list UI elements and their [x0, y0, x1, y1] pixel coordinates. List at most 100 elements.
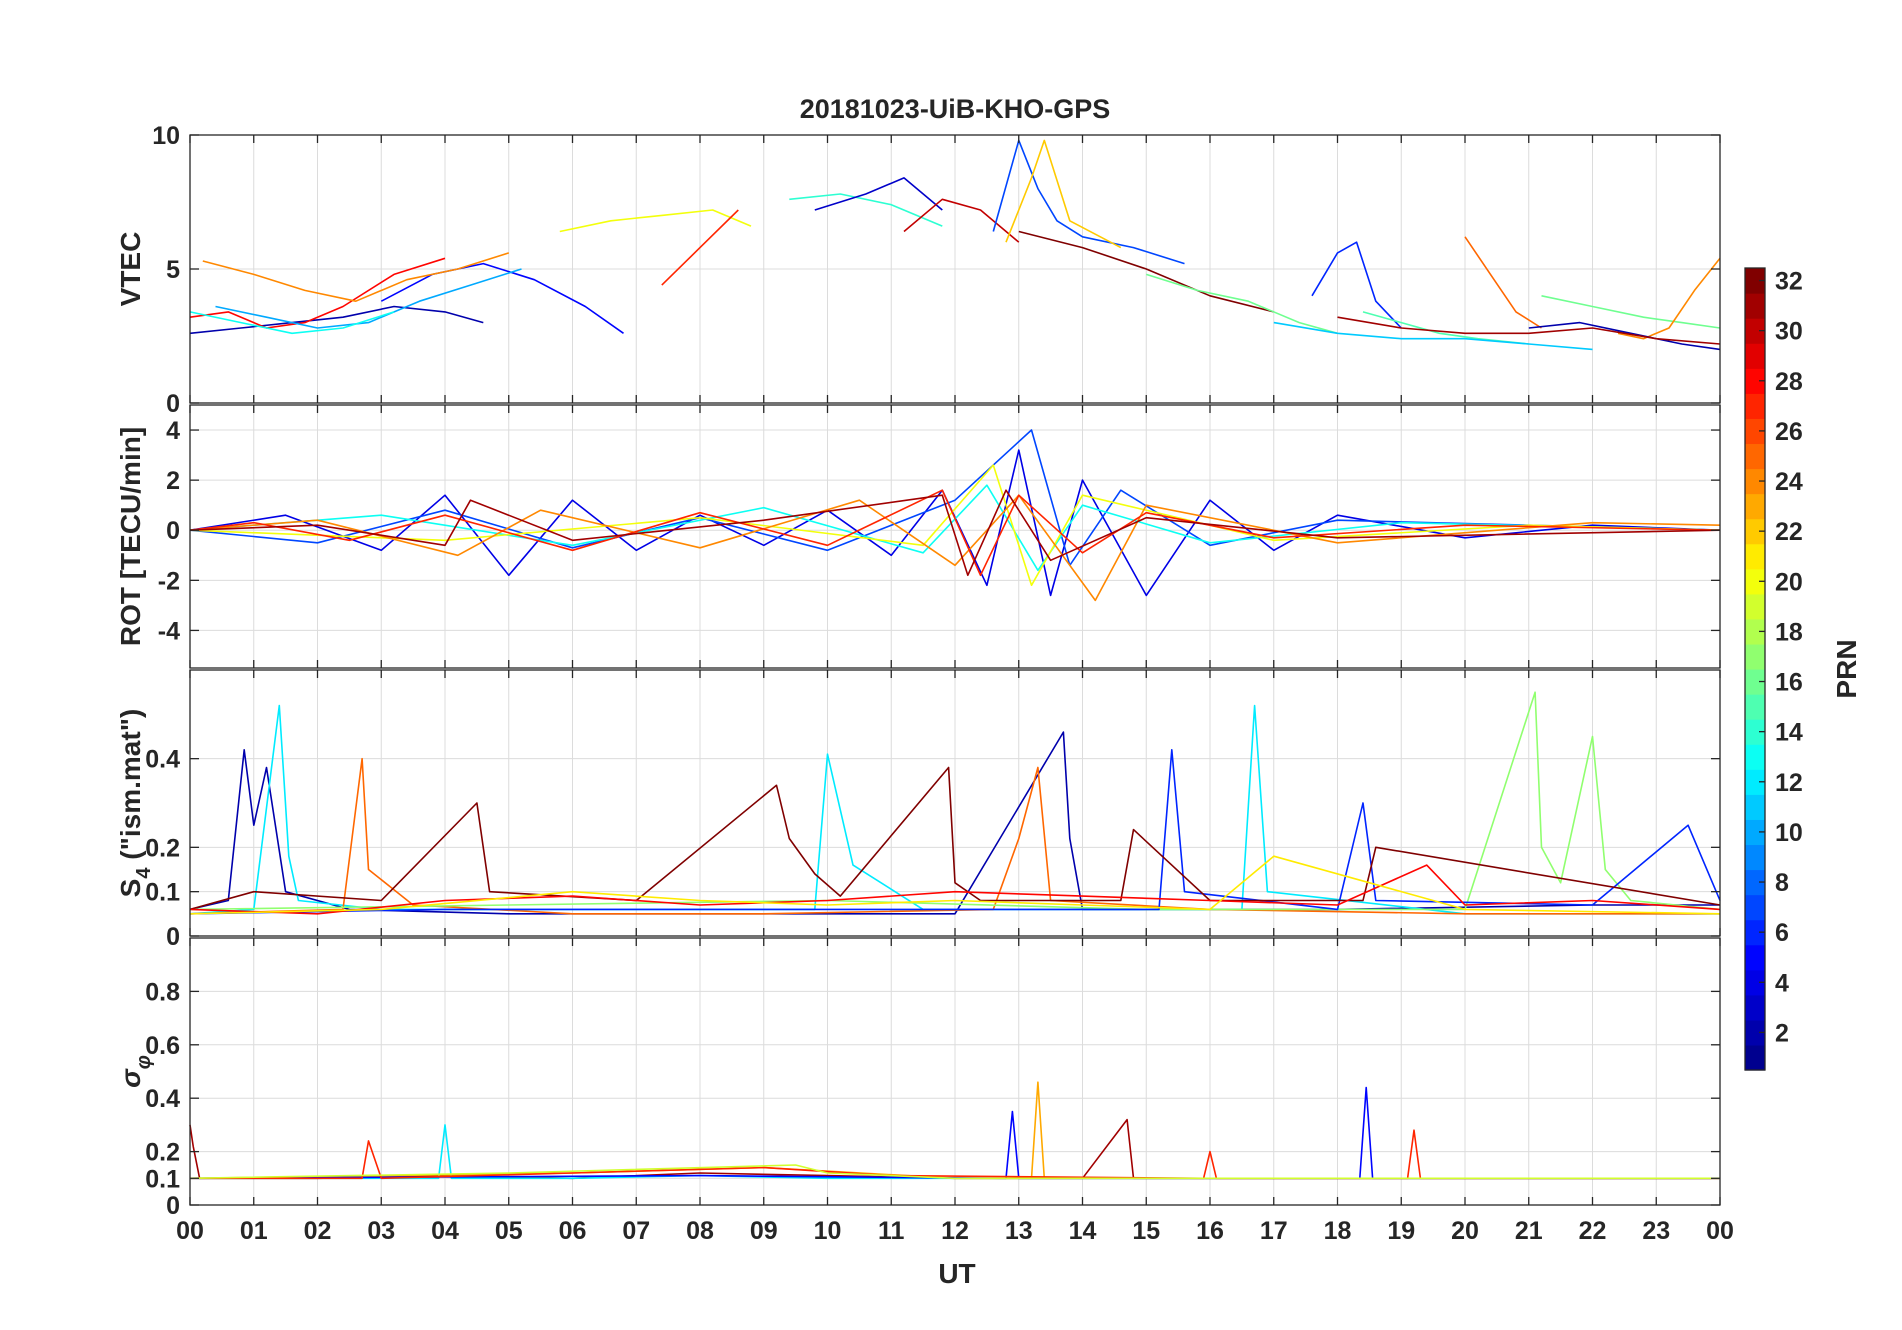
- series-prn-11: [1273, 321, 1593, 351]
- colorbar-tick-label: 12: [1775, 769, 1803, 797]
- series-prn-31: [1337, 316, 1721, 345]
- y-tick-label: -2: [158, 567, 180, 595]
- x-tick-label: 21: [1515, 1217, 1543, 1245]
- colorbar-segment: [1745, 343, 1765, 369]
- x-tick-label: 19: [1387, 1217, 1415, 1245]
- x-tick-label: 00: [1706, 1217, 1734, 1245]
- series-prn-25: [1464, 236, 1542, 329]
- x-tick-label: 07: [622, 1217, 650, 1245]
- colorbar-segment: [1745, 643, 1765, 670]
- series-prn-16: [1541, 295, 1721, 329]
- y-tick-label: 0: [166, 1192, 180, 1220]
- series-prn-30: [903, 198, 1020, 243]
- series-prn-31: [189, 489, 1721, 577]
- colorbar-frame: [1744, 267, 1766, 1071]
- colorbar-segment: [1745, 418, 1765, 445]
- colorbar-tick-label: 14: [1775, 719, 1803, 747]
- series-prn-10: [215, 268, 522, 329]
- y-tick-label: 0: [166, 390, 180, 418]
- x-tick-label: 11: [878, 1217, 905, 1245]
- y-axis-title-sub: φ: [133, 1055, 155, 1069]
- x-tick-label: 18: [1324, 1217, 1352, 1245]
- series-prn-12: [189, 704, 1720, 915]
- colorbar-tick-label: 28: [1775, 368, 1803, 396]
- colorbar-segment: [1745, 1044, 1765, 1071]
- y-tick-label: 0.6: [145, 1032, 180, 1060]
- colorbar-tick-label: 8: [1775, 869, 1789, 897]
- y-tick-label: -4: [158, 617, 180, 645]
- colorbar-segment: [1745, 919, 1765, 946]
- y-axis-title-rest: ("ism.mat"): [115, 709, 146, 868]
- x-tick-label: 01: [240, 1217, 268, 1245]
- y-tick-label: 2: [166, 467, 180, 495]
- series-prn-2: [189, 305, 484, 335]
- figure-title: 20181023-UiB-KHO-GPS: [800, 94, 1111, 124]
- x-tick-label: 17: [1260, 1217, 1288, 1245]
- y-tick-label: 5: [166, 256, 180, 284]
- series-prn-20: [189, 464, 1721, 587]
- series-prn-6: [1311, 241, 1402, 329]
- colorbar-segment: [1745, 894, 1765, 921]
- colorbar-segment: [1745, 869, 1765, 896]
- colorbar-tick-label: 32: [1775, 268, 1803, 296]
- series-prn-20: [559, 209, 752, 233]
- series-prn-22: [1005, 139, 1122, 249]
- colorbar-tick-label: 22: [1775, 518, 1803, 546]
- y-tick-label: 0: [166, 517, 180, 545]
- x-tick-label: 04: [431, 1217, 459, 1245]
- colorbar-tick-label: 10: [1775, 819, 1803, 847]
- colorbar-segment: [1745, 443, 1765, 470]
- colorbar-segment: [1745, 493, 1765, 520]
- series-prn-28: [189, 257, 446, 329]
- colorbar-segment: [1745, 393, 1765, 419]
- colorbar-segment: [1745, 368, 1765, 394]
- x-tick-label: 02: [304, 1217, 332, 1245]
- y-axis-title-main: σ: [115, 1068, 146, 1088]
- x-tick-label: 14: [1069, 1217, 1097, 1245]
- series-prn-24: [189, 494, 1721, 602]
- series-prn-21: [189, 855, 1721, 915]
- colorbar-tick-label: 6: [1775, 919, 1789, 947]
- x-tick-label: 05: [495, 1217, 523, 1245]
- colorbar-tick-label: 18: [1775, 618, 1803, 646]
- colorbar-segment: [1745, 994, 1765, 1021]
- colorbar-segment: [1745, 794, 1765, 820]
- y-axis-title-sub: 4: [133, 867, 155, 879]
- panel-rot: -4 -2 0 2 4 ROT [TECU/min]: [115, 404, 1721, 669]
- y-axis-title-main: S: [115, 879, 146, 898]
- y-axis-title: ROT [TECU/min]: [115, 427, 146, 646]
- x-axis-title: UT: [938, 1258, 975, 1289]
- y-tick-label: 0.4: [145, 1085, 180, 1113]
- colorbar-tick-label: 4: [1775, 969, 1789, 997]
- y-tick-label: 0.2: [145, 1139, 180, 1167]
- y-tick-label: 0.1: [145, 1165, 180, 1193]
- x-tick-label: 15: [1132, 1217, 1160, 1245]
- series-prn-27: [661, 209, 739, 286]
- colorbar-segment: [1745, 669, 1765, 695]
- series-prn-28: [189, 864, 1721, 915]
- series-prn-32: [1018, 230, 1274, 313]
- colorbar-segment: [1745, 318, 1765, 344]
- colorbar-segment: [1745, 844, 1765, 871]
- x-tick-label: 06: [559, 1217, 587, 1245]
- colorbar-tick-label: 26: [1775, 418, 1803, 446]
- series-prn-17: [189, 691, 1721, 911]
- x-tick-label: 22: [1579, 1217, 1607, 1245]
- colorbar-segment: [1745, 819, 1765, 846]
- y-tick-label: 10: [152, 122, 180, 150]
- panel-sigma_phi: 00.10.2 0.4 0.6 0.8 σφ: [115, 937, 1721, 1220]
- series-prn-27: [189, 489, 1721, 577]
- x-tick-label: 16: [1196, 1217, 1224, 1245]
- x-tick-label: 20: [1451, 1217, 1479, 1245]
- panel-vtec: 0 5 10 VTEC: [115, 122, 1721, 418]
- colorbar-segment: [1745, 769, 1765, 795]
- colorbar-segment: [1745, 293, 1765, 319]
- y-axis-title: S4 ("ism.mat"): [115, 709, 155, 898]
- x-tick-label: 23: [1642, 1217, 1670, 1245]
- series-prn-16: [1146, 273, 1338, 335]
- colorbar-tick-label: 30: [1775, 318, 1803, 346]
- x-tick-label: 12: [941, 1217, 969, 1245]
